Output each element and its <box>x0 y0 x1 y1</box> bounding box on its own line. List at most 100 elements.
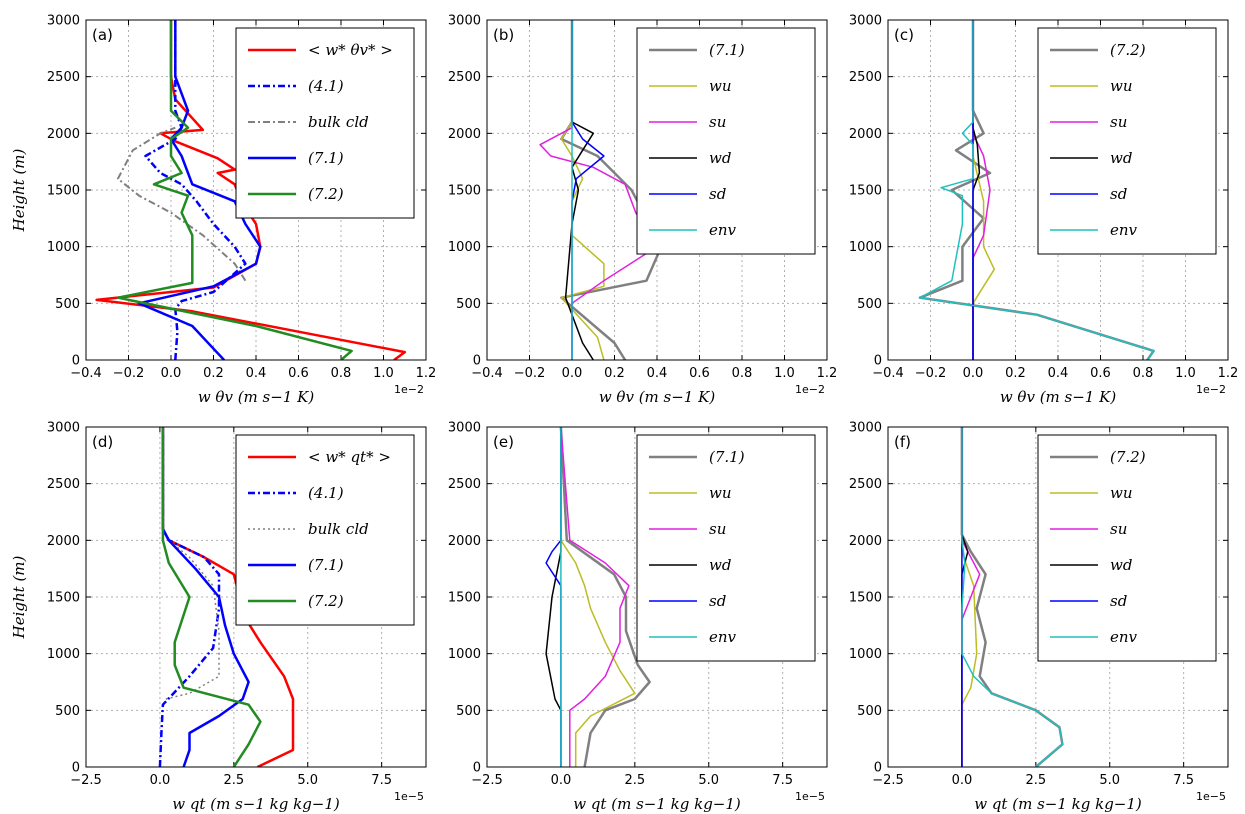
series-line <box>961 427 1064 767</box>
legend-box <box>1037 27 1217 255</box>
legend-entry: (7.2) <box>308 592 344 610</box>
y-tick-label: 3000 <box>448 14 481 29</box>
y-tick-label: 500 <box>857 704 882 719</box>
series-line <box>560 427 630 767</box>
y-tick-label: 1500 <box>47 184 80 199</box>
legend-box <box>235 434 415 626</box>
y-tick-label: 2500 <box>849 477 882 492</box>
plot-frame <box>486 19 828 361</box>
legend: (7.1) wu su wd sd env <box>636 434 816 662</box>
legend-entry: sd <box>709 592 726 610</box>
legend-box <box>636 434 816 662</box>
x-axis-label: w qt (m s−1 kg kg−1) <box>974 795 1142 813</box>
legend-entry: wu <box>709 77 732 95</box>
x-tick-label: 1.0 <box>373 366 394 381</box>
x-axis-label: w θv (m s−1 K) <box>198 388 315 406</box>
x-tick-label: 0.0 <box>562 366 583 381</box>
series-line <box>165 539 220 700</box>
panel-e: −2.5 0.0 2.5 5.0 7.5 0 500 1000 1500 2000 2500 3000… <box>448 421 828 813</box>
y-tick-label: 500 <box>55 704 80 719</box>
y-tick-label: 0 <box>72 761 80 776</box>
x-tick-label: 0.0 <box>150 773 171 788</box>
panel-label: (f) <box>894 433 911 451</box>
y-tick-label: 2000 <box>47 534 80 549</box>
x-tick-label: 0.2 <box>1005 366 1026 381</box>
y-tick-label: 1000 <box>448 647 481 662</box>
y-tick-label: 3000 <box>849 421 882 436</box>
x-tick-label: 0.8 <box>732 366 753 381</box>
x-tick-label: 0.8 <box>331 366 352 381</box>
y-tick-label: 2500 <box>47 477 80 492</box>
x-tick-label: 0.0 <box>551 773 572 788</box>
legend-entry: (4.1) <box>308 77 344 95</box>
y-tick-label: 1000 <box>448 240 481 255</box>
x-tick-label: 0.0 <box>963 366 984 381</box>
x-tick-label: 0.2 <box>203 366 224 381</box>
y-tick-label: 1000 <box>849 647 882 662</box>
y-tick-label: 2000 <box>448 534 481 549</box>
y-tick-label: 500 <box>55 297 80 312</box>
x-tick-label: 0.0 <box>952 773 973 788</box>
y-tick-label: 1000 <box>849 240 882 255</box>
y-tick-label: 3000 <box>47 421 80 436</box>
x-tick-label: −2.5 <box>471 773 503 788</box>
x-tick-label: 1.0 <box>774 366 795 381</box>
y-axis-label: Height (m) <box>10 148 28 232</box>
legend-entry: wu <box>709 484 732 502</box>
series-line <box>116 20 353 360</box>
y-tick-label: 1500 <box>849 591 882 606</box>
y-tick-label: 500 <box>456 704 481 719</box>
legend-entry: sd <box>1110 592 1127 610</box>
x-tick-label: 0.4 <box>1048 366 1069 381</box>
series-line <box>559 427 651 767</box>
y-tick-label: 2500 <box>448 477 481 492</box>
legend: < w* qt* > (4.1) bulk cld (7.1) (7.2) <box>235 434 415 626</box>
series-line <box>161 427 250 767</box>
x-axis-label: w qt (m s−1 kg kg−1) <box>573 795 741 813</box>
legend-entry: sd <box>709 185 726 203</box>
y-tick-label: 3000 <box>448 421 481 436</box>
legend-entry: wd <box>1110 556 1132 574</box>
plot-frame <box>887 19 1229 361</box>
x-tick-label: −0.4 <box>471 366 503 381</box>
y-tick-label: 2500 <box>448 70 481 85</box>
x-axis-label: w θv (m s−1 K) <box>599 388 716 406</box>
y-tick-label: 2500 <box>47 70 80 85</box>
y-tick-label: 1500 <box>448 184 481 199</box>
y-tick-label: 0 <box>72 354 80 369</box>
x-tick-label: 1.2 <box>416 366 437 381</box>
y-tick-label: 1000 <box>47 647 80 662</box>
x-tick-label: 1.0 <box>1175 366 1196 381</box>
x-tick-label: 0.0 <box>161 366 182 381</box>
x-tick-label: 7.5 <box>371 773 392 788</box>
legend-entry: su <box>709 113 726 131</box>
legend: (7.1) wu su wd sd env <box>636 27 816 255</box>
y-tick-label: 500 <box>857 297 882 312</box>
x-scale-note: 1e−5 <box>1196 790 1226 803</box>
legend-entry: (7.1) <box>709 41 745 59</box>
panel-label: (c) <box>894 26 914 44</box>
x-tick-label: 2.5 <box>624 773 645 788</box>
legend-entry: bulk cld <box>308 113 369 131</box>
y-axis-label: Height (m) <box>10 555 28 639</box>
legend-entry: env <box>709 628 737 646</box>
series-line <box>116 126 247 282</box>
y-tick-label: 2000 <box>849 534 882 549</box>
x-tick-label: 0.8 <box>1133 366 1154 381</box>
x-tick-label: 0.6 <box>1090 366 1111 381</box>
legend-entry: wd <box>709 149 731 167</box>
legend-entry: (7.2) <box>1110 41 1146 59</box>
x-scale-note: 1e−2 <box>795 383 825 396</box>
x-tick-label: −0.4 <box>872 366 904 381</box>
legend-entry: wd <box>1110 149 1132 167</box>
y-tick-label: 2500 <box>849 70 882 85</box>
legend: < w* θv* > (4.1) bulk cld (7.1) (7.2) <box>235 27 415 219</box>
x-tick-label: −0.2 <box>915 366 947 381</box>
legend-entry: bulk cld <box>308 520 369 538</box>
x-tick-label: 2.5 <box>1025 773 1046 788</box>
series-line <box>564 20 595 360</box>
x-scale-note: 1e−2 <box>1196 383 1226 396</box>
series-line <box>972 20 996 360</box>
plot-frame <box>85 19 427 361</box>
y-tick-label: 0 <box>874 354 882 369</box>
